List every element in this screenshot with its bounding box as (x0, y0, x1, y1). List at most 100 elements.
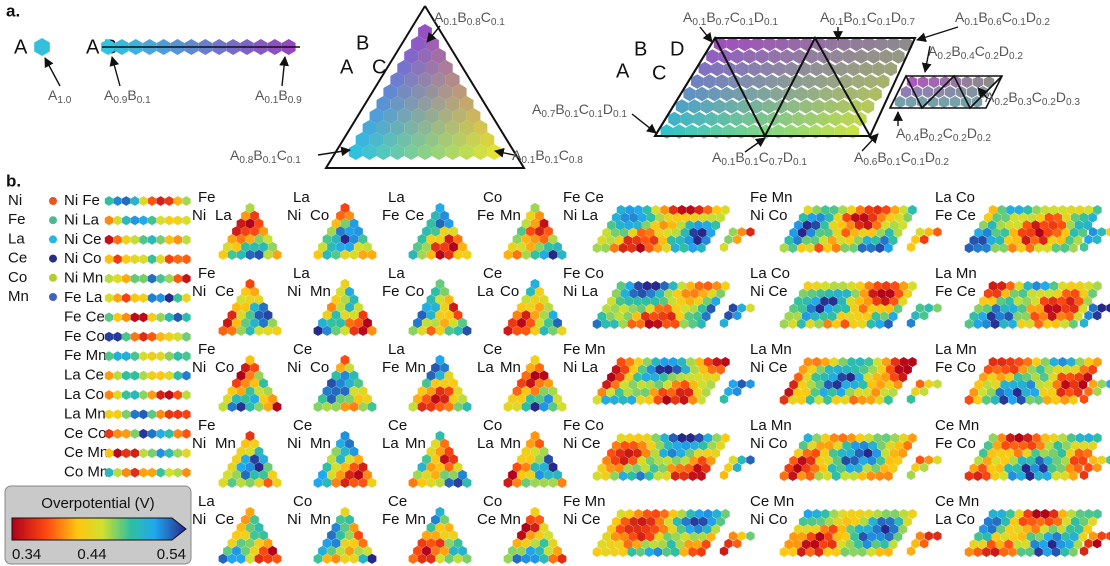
hex-cell (130, 196, 139, 206)
hex-cell (165, 331, 174, 342)
hex-cell (658, 387, 667, 398)
hex-cell (644, 319, 654, 329)
hex-cell (1084, 462, 1093, 473)
hex-cell (557, 401, 567, 412)
hex-cell (232, 226, 241, 237)
hex-cell (777, 74, 791, 89)
hex-cell (601, 547, 610, 557)
hex-cell (964, 319, 974, 329)
hex-cell (838, 281, 848, 291)
hex-cell (1040, 205, 1050, 215)
hex-cell (615, 372, 625, 383)
hex-cell (702, 372, 712, 383)
hex-cell (521, 218, 531, 229)
hex-cell (746, 227, 755, 237)
hex-cell (602, 227, 611, 238)
hex-cell (803, 433, 813, 443)
hex-cell (322, 310, 332, 321)
hex-cell (411, 60, 425, 76)
hex-cell (693, 387, 702, 398)
hex-cell (624, 372, 634, 383)
hex-cell (1084, 433, 1093, 443)
hex-cell (840, 395, 850, 405)
hex-cell (539, 386, 549, 397)
hex-cell (733, 310, 742, 321)
hex-cell (658, 539, 667, 550)
hex-cell (408, 249, 418, 260)
hex-cell (973, 243, 982, 253)
hex-cell (697, 547, 706, 557)
hex-cell (113, 196, 122, 206)
hex-cell (824, 455, 833, 466)
element-label: Ni (8, 192, 22, 209)
hex-cell (348, 144, 363, 160)
hex-cell (668, 448, 677, 459)
hex-cell (894, 516, 904, 527)
hex-cell (854, 311, 863, 322)
hex-cell (814, 547, 824, 557)
hex-cell (526, 362, 535, 373)
hex-cell (614, 387, 624, 398)
hex-cell (894, 440, 904, 451)
hex-cell (924, 531, 933, 541)
binary-label: La Ce (64, 367, 104, 384)
hex-cell (850, 379, 859, 390)
hex-cell (526, 514, 535, 525)
hex-cell (322, 234, 332, 245)
hex-cell (340, 386, 350, 397)
hex-cell (1083, 524, 1093, 535)
hex-cell (641, 220, 651, 231)
hex-cell (966, 86, 978, 98)
hex-cell (122, 273, 131, 284)
hex-cell (1006, 205, 1015, 215)
hex-cell (452, 132, 467, 148)
ternary-left: Fe (382, 283, 400, 300)
hex-cell (915, 455, 925, 465)
hex-cell (610, 547, 619, 557)
hex-cell (871, 463, 881, 474)
quaternary-top: La Mn (750, 417, 792, 434)
hex-cell (882, 509, 891, 519)
hex-cell (720, 86, 733, 102)
hex-cell (712, 509, 721, 519)
hex-cell (404, 120, 419, 136)
hex-cell (1049, 205, 1059, 215)
hex-cell (1088, 364, 1097, 375)
hex-cell (933, 531, 942, 541)
hex-cell (1014, 281, 1024, 291)
hex-cell (1066, 372, 1075, 383)
hex-cell (650, 296, 660, 307)
hex-cell (1084, 310, 1093, 321)
hex-cell (642, 357, 652, 367)
hex-cell (1057, 524, 1066, 535)
hex-cell (1000, 303, 1009, 314)
hex-cell (241, 226, 250, 237)
hex-cell (653, 471, 663, 481)
ternary-right: Mn (310, 435, 331, 452)
hex-cell (619, 379, 629, 390)
hex-cell (964, 471, 974, 481)
hex-cell (104, 215, 114, 226)
hex-cell (426, 218, 436, 229)
hex-cell (713, 99, 726, 114)
composition-label: A0.6B0.1C0.1D0.2 (854, 149, 949, 168)
hex-cell (1048, 448, 1058, 459)
hex-cell (1031, 372, 1040, 383)
hex-cell (535, 210, 544, 221)
hex-cell (530, 386, 540, 397)
hex-cell (218, 553, 228, 564)
hex-cell (855, 433, 865, 443)
hex-cell (649, 387, 659, 398)
hex-cell (165, 448, 174, 459)
hex-cell (978, 387, 987, 398)
hex-cell (473, 120, 488, 136)
hex-cell (223, 393, 232, 405)
hex-cell (675, 463, 685, 474)
hex-cell (1065, 463, 1074, 474)
hex-cell (855, 372, 864, 383)
hex-cell (623, 235, 633, 246)
hex-cell (815, 379, 824, 390)
hex-cell (629, 364, 638, 375)
hex-cell (873, 357, 882, 367)
hex-cell (1022, 448, 1032, 459)
